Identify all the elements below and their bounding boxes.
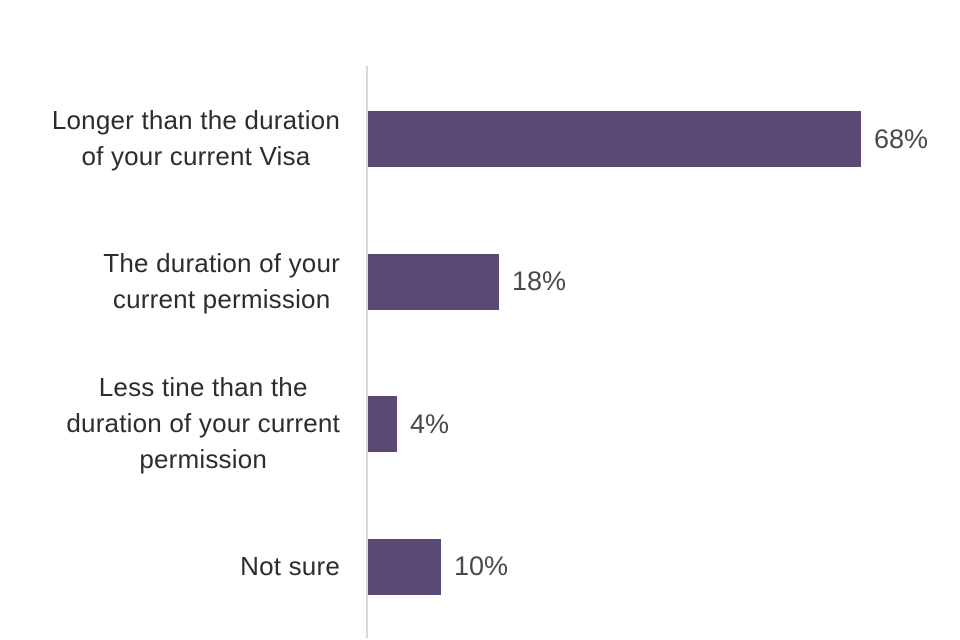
bar-zone: 4% (368, 396, 450, 453)
category-label: The duration of your current permission (103, 247, 340, 314)
bar-zone: 68% (368, 111, 929, 168)
bar-zone: 10% (368, 538, 509, 595)
bar (368, 253, 499, 310)
category-label-cell: Longer than the duration of your current… (0, 68, 340, 211)
y-axis-line (366, 66, 368, 638)
chart-row: Less tine than the duration of your curr… (0, 353, 960, 496)
bar-zone: 18% (368, 253, 567, 310)
category-label-cell: Not sure (0, 496, 340, 639)
bar (368, 396, 397, 453)
value-label: 68% (874, 123, 929, 154)
category-label-cell: The duration of your current permission (0, 211, 340, 354)
value-label: 10% (454, 551, 509, 582)
category-label: Longer than the duration of your current… (51, 105, 340, 172)
chart-row: Not sure 10% (0, 496, 960, 639)
value-label: 18% (512, 266, 567, 297)
category-label: Not sure (240, 550, 340, 581)
value-label: 4% (410, 408, 450, 439)
category-label: Less tine than the duration of your curr… (66, 372, 340, 475)
chart-row: Longer than the duration of your current… (0, 68, 960, 211)
chart-rows: Longer than the duration of your current… (0, 68, 960, 638)
chart-row: The duration of your current permission … (0, 211, 960, 354)
bar (368, 111, 861, 168)
bar (368, 538, 441, 595)
category-label-cell: Less tine than the duration of your curr… (0, 353, 340, 496)
